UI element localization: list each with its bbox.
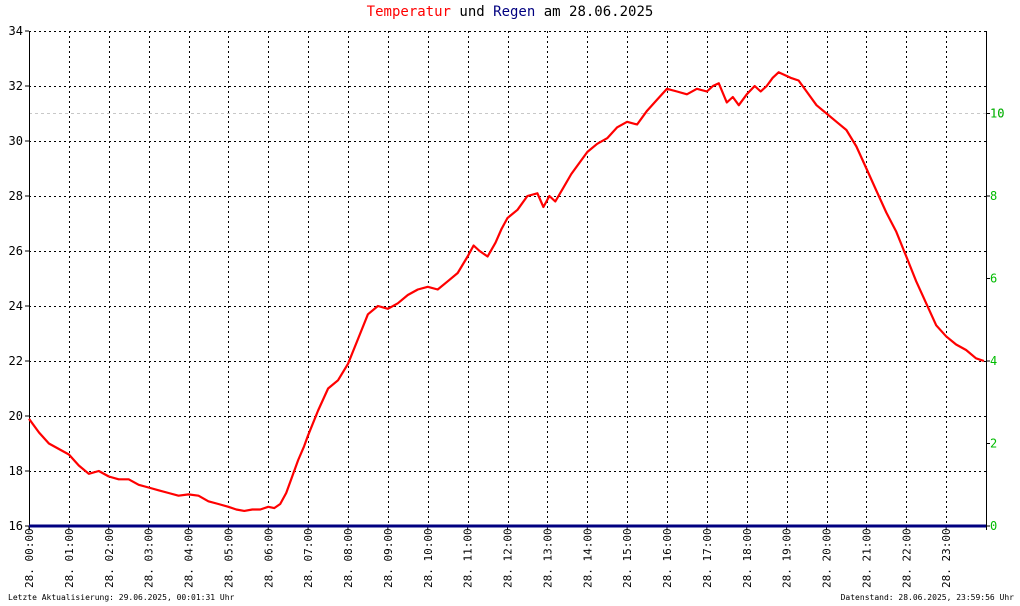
- y-right-tick-label: 0: [990, 519, 997, 533]
- x-tick-label: 28. 05:00: [222, 528, 235, 588]
- x-tick-label: 28. 12:00: [502, 528, 515, 588]
- y-right-tick-label: 6: [990, 272, 997, 286]
- x-tick-label: 28. 10:00: [422, 528, 435, 588]
- y-left-tick-label: 20: [9, 409, 23, 423]
- x-tick-label: 28. 14:00: [581, 528, 594, 588]
- y-left-tick-label: 34: [9, 24, 23, 38]
- x-tick-label: 28. 13:00: [541, 528, 554, 588]
- x-tick-label: 28. 17:00: [701, 528, 714, 588]
- chart-title: Temperatur und Regen am 28.06.2025: [0, 4, 1020, 20]
- x-tick-label: 28. 15:00: [621, 528, 634, 588]
- x-tick-label: 28. 07:00: [302, 528, 315, 588]
- grid-layer: [29, 31, 986, 526]
- x-tick-label: 28. 16:00: [661, 528, 674, 588]
- x-tick-label: 28. 08:00: [342, 528, 355, 588]
- y-left-tick-label: 30: [9, 134, 23, 148]
- x-tick-label: 28. 20:00: [821, 528, 834, 588]
- y-left-tick-label: 16: [9, 519, 23, 533]
- title-date: am 28.06.2025: [543, 4, 654, 20]
- y-left-tick-label: 24: [9, 299, 23, 313]
- x-tick-label: 28. 23:00: [940, 528, 953, 588]
- x-tick-label: 28. 00:00: [23, 528, 36, 588]
- title-regen: Regen: [493, 4, 536, 20]
- label-layer: 161820222426283032341020024681028. 00:00…: [9, 24, 1005, 588]
- x-tick-label: 28. 03:00: [143, 528, 156, 588]
- y-left-tick-label: 18: [9, 464, 23, 478]
- x-tick-label: 28. 04:00: [183, 528, 196, 588]
- footer-data-state: Datenstand: 28.06.2025, 23:59:56 Uhr: [840, 593, 1014, 602]
- x-tick-label: 28. 22:00: [900, 528, 913, 588]
- x-tick-label: 28. 11:00: [462, 528, 475, 588]
- x-tick-label: 28. 19:00: [781, 528, 794, 588]
- y-right-tick-label: 4: [990, 354, 997, 368]
- y-left-tick-label: 22: [9, 354, 23, 368]
- y-right-tick-label: 2: [990, 437, 997, 451]
- x-tick-label: 28. 21:00: [860, 528, 873, 588]
- axis-layer: [25, 30, 990, 530]
- x-tick-label: 28. 09:00: [382, 528, 395, 588]
- series-layer: [28, 71, 986, 528]
- x-tick-label: 28. 18:00: [741, 528, 754, 588]
- y-right-ghost-tick-label: 10: [990, 107, 1004, 121]
- y-left-tick-label: 28: [9, 189, 23, 203]
- title-temperatur: Temperatur: [366, 4, 451, 20]
- x-tick-label: 28. 02:00: [103, 528, 116, 588]
- temperature-series-line: [28, 71, 985, 512]
- x-tick-label: 28. 01:00: [63, 528, 76, 588]
- x-tick-label: 28. 06:00: [262, 528, 275, 588]
- y-left-tick-label: 26: [9, 244, 23, 258]
- y-right-tick-label: 10: [990, 107, 1004, 121]
- y-left-tick-label: 32: [9, 79, 23, 93]
- footer-last-update: Letzte Aktualisierung: 29.06.2025, 00:01…: [8, 593, 235, 602]
- title-und: und: [459, 4, 485, 20]
- y-right-tick-label: 8: [990, 189, 997, 203]
